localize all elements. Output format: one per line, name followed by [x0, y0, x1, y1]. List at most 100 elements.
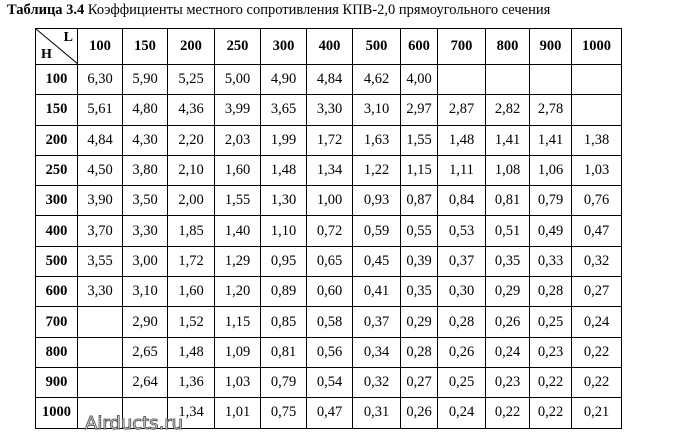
table-cell: 2,10: [167, 154, 215, 187]
table-title: Коэффициенты местного сопротивления КПВ-…: [87, 2, 551, 18]
table-cell: [77, 306, 123, 338]
table-cell: [485, 63, 530, 96]
table-cell: 0,25: [437, 366, 486, 399]
column-header: 1000: [571, 28, 622, 65]
table-cell: 4,50: [77, 154, 123, 187]
column-header: 300: [260, 28, 307, 65]
table-cell: 1,03: [214, 366, 261, 399]
table-cell: 5,25: [167, 63, 215, 96]
table-cell: 2,82: [485, 94, 530, 126]
row-header: 800: [35, 336, 78, 368]
column-header: 100: [77, 28, 123, 65]
table-cell: 1,52: [167, 306, 215, 338]
table-cell: 6,30: [77, 63, 123, 96]
table-cell: 1,36: [167, 366, 215, 399]
column-header: 200: [167, 28, 215, 65]
table-cell: 0,89: [260, 276, 307, 308]
row-axis-label: H: [41, 47, 52, 62]
table-cell: 1,48: [260, 154, 307, 187]
table-row: 800 2,65 1,48 1,09 0,81 0,56 0,34 0,28 0,26 0,24 0…: [35, 336, 622, 368]
table-cell: 1,72: [306, 124, 353, 156]
column-axis-label: L: [63, 30, 73, 45]
table-row: 600 3,30 3,10 1,60 1,20 0,89 0,60 0,41 0,35 0,30 0…: [35, 276, 622, 308]
table-cell: [77, 397, 123, 429]
table-cell: 3,99: [214, 94, 261, 126]
table-cell: 0,58: [306, 306, 353, 338]
table-cell: 0,56: [306, 336, 353, 368]
row-header: 250: [35, 154, 78, 187]
table-cell: 0,45: [352, 245, 401, 278]
table-cell: 0,79: [529, 185, 572, 217]
table-cell: 0,54: [306, 366, 353, 399]
table-cell: 1,00: [306, 185, 353, 217]
table-cell: [571, 94, 622, 126]
row-header: 200: [35, 124, 78, 156]
table-cell: 4,62: [352, 63, 401, 96]
table-cell: 0,26: [437, 336, 486, 368]
table-cell: 1,41: [485, 124, 530, 156]
table-cell: 2,03: [214, 124, 261, 156]
table-cell: 4,00: [400, 63, 438, 96]
column-header: 250: [214, 28, 261, 65]
table-cell: 0,24: [571, 306, 622, 338]
table-cell: 0,60: [306, 276, 353, 308]
table-cell: 0,27: [571, 276, 622, 308]
table-cell: 0,34: [352, 336, 401, 368]
table-cell: 0,23: [529, 336, 572, 368]
column-header: 150: [122, 28, 168, 65]
table-cell: 4,80: [122, 94, 168, 126]
table-cell: 0,21: [571, 397, 622, 429]
table-row: 500 3,55 3,00 1,72 1,29 0,95 0,65 0,45 0,39 0,37 0…: [35, 245, 622, 278]
table-cell: 0,24: [485, 336, 530, 368]
table-cell: 0,28: [529, 276, 572, 308]
table-cell: 0,79: [260, 366, 307, 399]
table-cell: 3,90: [77, 185, 123, 217]
table-cell: 1,72: [167, 245, 215, 278]
table-cell: 3,65: [260, 94, 307, 126]
table-cell: 1,40: [214, 215, 261, 247]
table-cell: 0,75: [260, 397, 307, 429]
table-cell: 0,28: [400, 336, 438, 368]
table-cell: 0,95: [260, 245, 307, 278]
table-cell: 0,85: [260, 306, 307, 338]
row-header: 900: [35, 366, 78, 399]
table-cell: 0,35: [485, 245, 530, 278]
coefficient-table: L H 100 150 200 250 300 400 500 600 700 800 900 100…: [35, 28, 622, 429]
column-header: 900: [529, 28, 572, 65]
table-cell: 1,15: [400, 154, 438, 187]
table-cell: 1,15: [214, 306, 261, 338]
table-cell: [122, 397, 168, 429]
table-cell: 0,55: [400, 215, 438, 247]
table-cell: 0,33: [529, 245, 572, 278]
table-cell: 3,30: [122, 215, 168, 247]
table-cell: 4,30: [122, 124, 168, 156]
table-cell: 4,84: [306, 63, 353, 96]
table-cell: 3,80: [122, 154, 168, 187]
table-cell: 0,76: [571, 185, 622, 217]
table-cell: 2,90: [122, 306, 168, 338]
table-cell: 3,55: [77, 245, 123, 278]
table-cell: 1,01: [214, 397, 261, 429]
table-cell: 1,08: [485, 154, 530, 187]
table-cell: 2,78: [529, 94, 572, 126]
table-cell: 2,65: [122, 336, 168, 368]
table-cell: [529, 63, 572, 96]
table-cell: 0,22: [571, 336, 622, 368]
table-cell: 1,34: [167, 397, 215, 429]
table-cell: 1,60: [214, 154, 261, 187]
table-cell: 1,09: [214, 336, 261, 368]
table-row: 100 6,30 5,90 5,25 5,00 4,90 4,84 4,62 4,00: [35, 63, 622, 96]
table-cell: 0,41: [352, 276, 401, 308]
row-header: 1000: [35, 397, 78, 429]
table-cell: 0,30: [437, 276, 486, 308]
table-cell: 0,93: [352, 185, 401, 217]
table-row: 900 2,64 1,36 1,03 0,79 0,54 0,32 0,27 0,25 0,23 0…: [35, 366, 622, 399]
table-cell: 1,55: [214, 185, 261, 217]
table-cell: 0,53: [437, 215, 486, 247]
table-cell: 1,99: [260, 124, 307, 156]
table-caption: Таблица 3.4 Коэффициенты местного сопрот…: [7, 2, 550, 19]
table-cell: 3,30: [77, 276, 123, 308]
corner-cell: L H: [35, 28, 78, 65]
table-cell: 1,06: [529, 154, 572, 187]
table-cell: 1,55: [400, 124, 438, 156]
